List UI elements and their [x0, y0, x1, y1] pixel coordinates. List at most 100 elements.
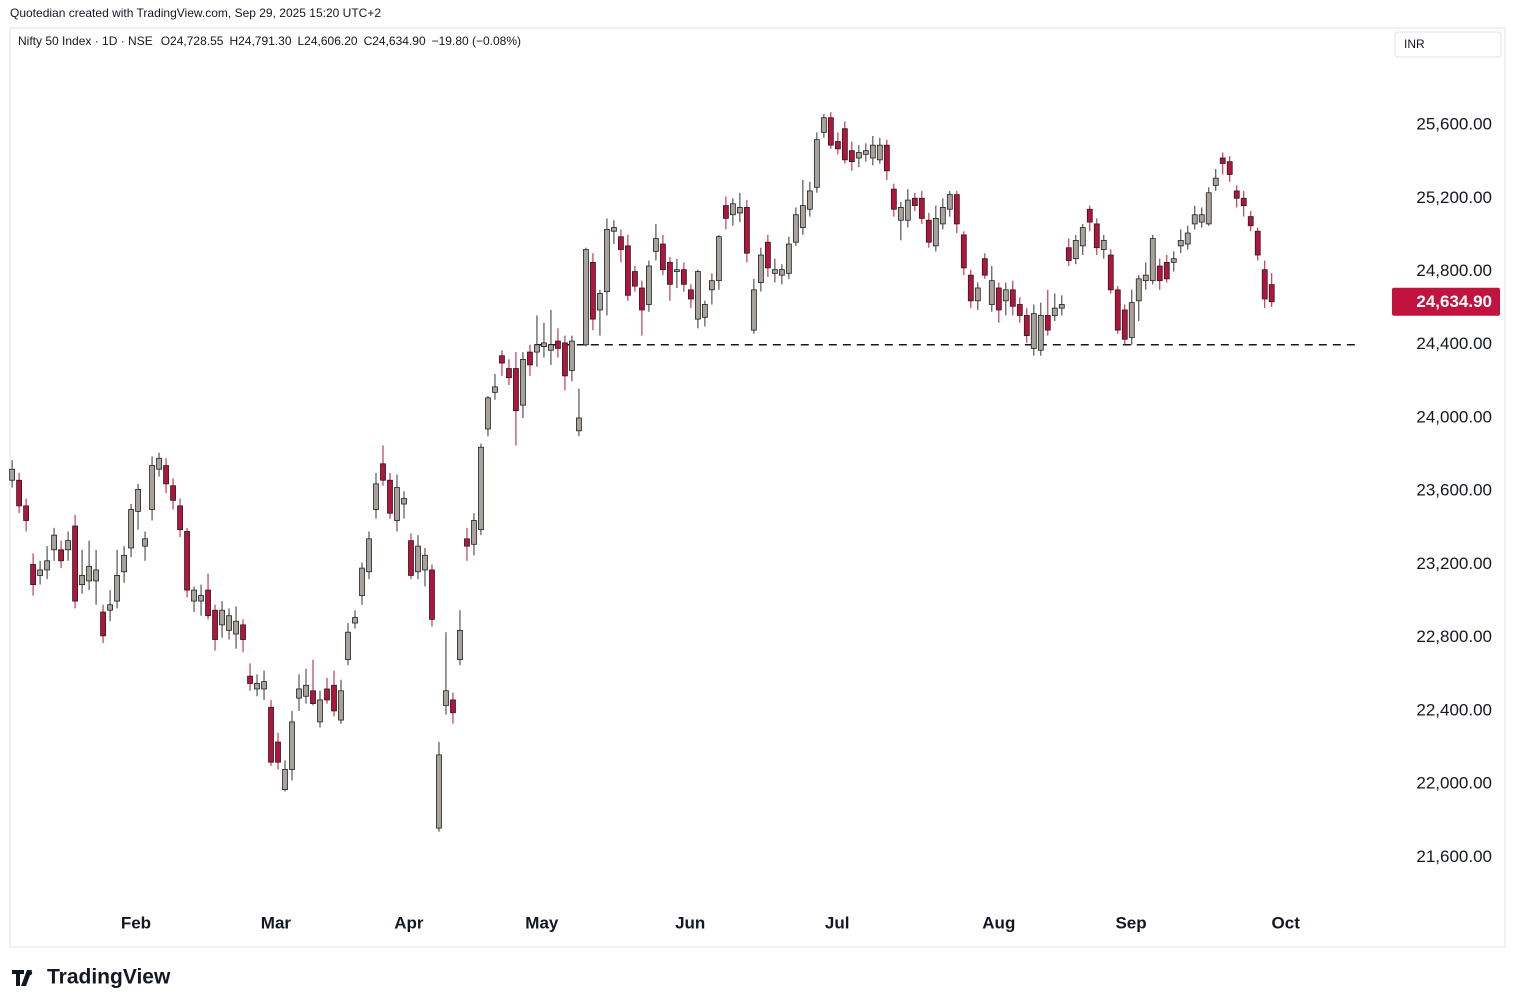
candle-body — [289, 721, 295, 770]
candle-body — [1233, 190, 1240, 199]
candle-body — [785, 243, 792, 274]
candle-body — [1177, 239, 1184, 247]
candle-body — [1163, 261, 1170, 280]
candle-body — [254, 683, 260, 690]
candle-body — [827, 117, 834, 146]
candle-body — [583, 249, 589, 346]
candle-body — [757, 254, 764, 283]
y-tick-label: 23,600.00 — [1416, 481, 1492, 500]
candle-body — [275, 741, 281, 763]
candle-body — [23, 505, 29, 521]
candle-body — [100, 611, 106, 637]
candle-body — [778, 269, 785, 276]
candle-body — [471, 520, 477, 545]
candle-body — [1226, 161, 1233, 175]
candle-body — [1212, 177, 1219, 186]
candle-body — [268, 706, 274, 763]
candle-body — [37, 569, 43, 576]
x-tick-label: Mar — [261, 913, 292, 932]
candle-body — [303, 684, 309, 697]
candle-body — [695, 271, 701, 320]
candle-body — [485, 397, 491, 430]
candle-body — [177, 505, 183, 531]
candle-body — [352, 617, 358, 624]
candle-body — [1268, 284, 1275, 303]
last-price-label: 24,634.90 — [1416, 292, 1492, 311]
candle-body — [149, 465, 155, 510]
candle-body — [813, 139, 820, 188]
attribution: Quotedian created with TradingView.com, … — [10, 6, 381, 20]
candle-body — [261, 681, 267, 690]
candle-body — [51, 534, 57, 551]
candle-body — [562, 342, 568, 377]
candle-body — [688, 289, 694, 300]
candle-body — [925, 219, 932, 243]
candle-body — [1170, 258, 1177, 263]
candle-body — [667, 261, 673, 285]
candle-body — [226, 615, 232, 631]
candle-body — [1128, 302, 1135, 338]
candle-body — [1205, 192, 1212, 225]
candle-body — [1100, 239, 1107, 250]
candle-body — [163, 465, 169, 485]
currency: INR — [1404, 37, 1425, 51]
candle-body — [841, 128, 848, 161]
candle-body — [792, 214, 799, 243]
candle-body — [897, 207, 904, 221]
candle-body — [345, 631, 351, 661]
candle-body — [967, 274, 974, 302]
candle-body — [653, 238, 659, 252]
candle-body — [1065, 247, 1072, 261]
candle-body — [121, 554, 127, 573]
x-tick-label: Sep — [1115, 913, 1146, 932]
candle-body — [1184, 232, 1191, 245]
x-tick-label: Apr — [394, 913, 424, 932]
candle-body — [233, 620, 239, 635]
x-tick-label: May — [525, 913, 559, 932]
candle-body — [65, 540, 71, 551]
candle-body — [674, 269, 680, 272]
candle-body — [541, 342, 547, 347]
candle-body — [450, 699, 456, 714]
candle-body — [1247, 216, 1254, 227]
y-tick-label: 25,200.00 — [1416, 188, 1492, 207]
candle-body — [548, 344, 554, 351]
candle-body — [1079, 227, 1086, 247]
candle-body — [296, 688, 302, 699]
candle-body — [135, 488, 141, 512]
candle-body — [30, 564, 36, 585]
candle-body — [93, 569, 99, 582]
candle-body — [771, 269, 778, 274]
candle-body — [604, 228, 610, 293]
candle-body — [44, 560, 50, 571]
candle-body — [1030, 313, 1037, 349]
candle-body — [86, 565, 92, 582]
candle-body — [317, 699, 323, 723]
candle-body — [960, 234, 967, 269]
candle-body — [918, 197, 925, 219]
candle-body — [457, 629, 463, 661]
candle-body — [799, 205, 806, 228]
candle-body — [974, 287, 981, 302]
candle-body — [170, 485, 176, 501]
candle-body — [988, 280, 995, 305]
candle-body — [513, 368, 519, 412]
candle-body — [1135, 278, 1142, 302]
y-tick-label: 24,800.00 — [1416, 261, 1492, 280]
candle-body — [212, 609, 218, 640]
candle-body — [338, 690, 344, 721]
candle-body — [429, 569, 435, 620]
y-tick-label: 22,000.00 — [1416, 774, 1492, 793]
legend-value: O24,728.55 — [161, 34, 224, 48]
candle-body — [590, 261, 596, 320]
candle-body — [422, 554, 428, 571]
y-tick-label: 23,200.00 — [1416, 554, 1492, 573]
candle-body — [715, 236, 722, 282]
candle-body — [240, 624, 246, 640]
candle-body — [1051, 307, 1058, 316]
y-tick-label: 25,600.00 — [1416, 115, 1492, 134]
x-tick-label: Oct — [1272, 913, 1301, 932]
candle-body — [58, 549, 64, 562]
candle-body — [1121, 309, 1128, 340]
